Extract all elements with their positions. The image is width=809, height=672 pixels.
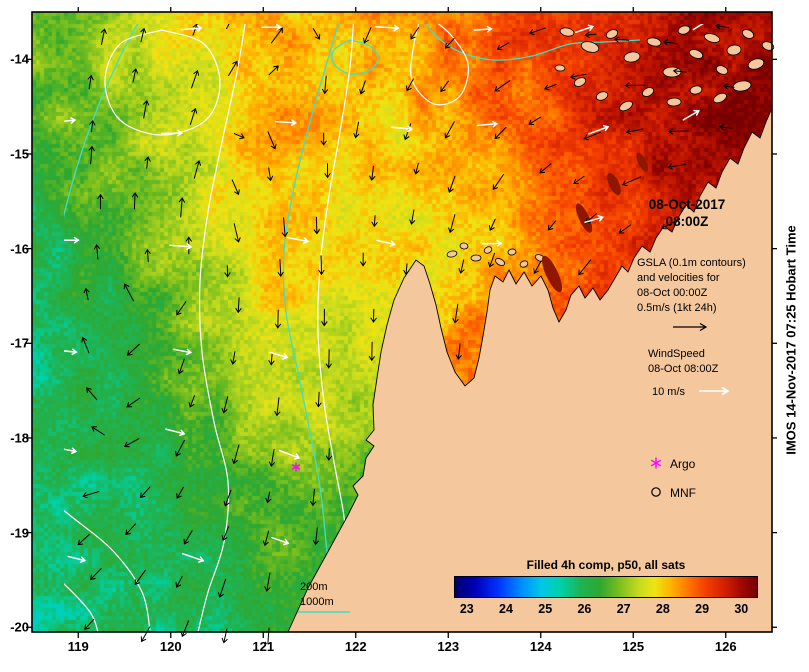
gsla-legend-line: and velocities for (637, 272, 720, 284)
credit-text: IMOS 14-Nov-2017 07:25 Hobart Time (783, 225, 799, 455)
y-tick-label: -19 (10, 525, 29, 541)
gsla-legend-line: 08-Oct 00:00Z (637, 287, 708, 299)
map-layers (64, 24, 775, 644)
datetime-date: 08-Oct-2017 (648, 197, 726, 212)
colorbar-tick-label: 25 (538, 602, 553, 616)
bathy-label: 1000m (300, 596, 334, 608)
axes-frame (26, 7, 777, 638)
colorbar-tick-label: 23 (459, 602, 474, 616)
bathymetry-legend: 200m 1000m (300, 580, 334, 610)
datetime-annotation: 08-Oct-2017 08:00Z (612, 196, 762, 230)
bathy-legend-line-icon (298, 611, 350, 613)
land-mainland (287, 107, 773, 633)
wind-arrows (64, 24, 704, 563)
x-tick-label: 120 (159, 639, 182, 654)
wind-legend-line: WindSpeed (648, 348, 705, 360)
colorbar (454, 576, 758, 598)
x-tick-label: 125 (622, 639, 645, 654)
y-tick-label: -15 (10, 146, 29, 162)
x-tick-label: 123 (437, 639, 460, 654)
y-tick-label: -16 (10, 241, 29, 257)
mnf-marker-icon (651, 487, 661, 497)
colorbar-title: Filled 4h comp, p50, all sats (526, 558, 686, 572)
x-tick-label: 122 (344, 639, 367, 654)
mnf-label: MNF (670, 486, 696, 500)
x-tick-label: 121 (252, 639, 275, 654)
y-tick-label: -18 (10, 430, 29, 446)
colorbar-tick-label: 27 (616, 602, 631, 616)
y-tick-label: -20 (10, 619, 29, 635)
colorbar-tick-label: 28 (655, 602, 670, 616)
x-tick-label: 124 (529, 639, 552, 654)
gsla-legend: GSLA (0.1m contours) and velocities for … (637, 256, 746, 316)
wind-ref-label: 10 m/s (652, 386, 686, 398)
wind-legend-line: 08-Oct 08:00Z (648, 363, 719, 375)
x-tick-label: 126 (714, 639, 737, 654)
colorbar-tick-label: 26 (577, 602, 592, 616)
gsla-legend-line: GSLA (0.1m contours) (637, 257, 746, 269)
argo-float-marker (291, 462, 301, 472)
colorbar-tick-label: 30 (734, 602, 749, 616)
wind-reference-arrow-icon (699, 386, 730, 396)
gsla-reference-arrow-icon (673, 322, 708, 332)
wind-legend: WindSpeed 08-Oct 08:00Z (648, 347, 718, 377)
y-tick-label: -14 (10, 51, 29, 67)
colorbar-gradient (455, 577, 757, 597)
current-arrows (77, 24, 735, 644)
argo-label: Argo (670, 457, 696, 471)
bathymetry-contours (64, 24, 641, 633)
gsla-legend-line: 0.5m/s (1kt 24h) (637, 302, 717, 314)
islands (446, 25, 775, 268)
argo-marker-icon (650, 457, 662, 469)
datetime-time: 08:00Z (665, 214, 709, 229)
inland-water (541, 152, 648, 293)
y-tick-label: -17 (10, 335, 29, 351)
colorbar-tick-label: 29 (695, 602, 710, 616)
colorbar-tick-label: 24 (499, 602, 513, 616)
bathy-label: 200m (300, 581, 328, 593)
x-tick-label: 119 (67, 639, 89, 654)
